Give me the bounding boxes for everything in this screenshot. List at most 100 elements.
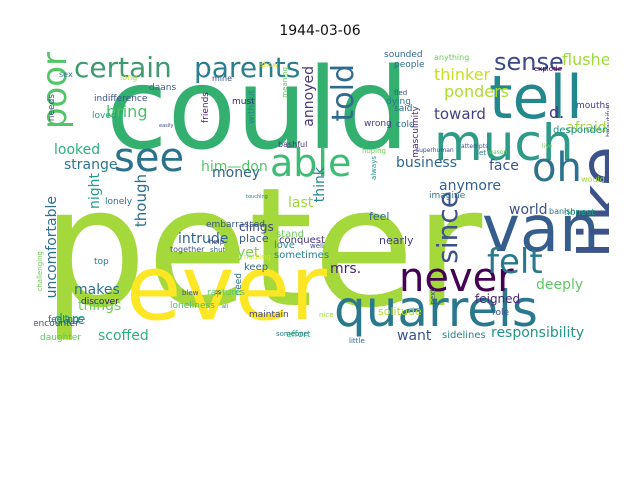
cloud-word-intrude: intrude xyxy=(178,231,229,247)
cloud-word-flushed: flushed xyxy=(562,50,609,69)
cloud-word-effort: effort xyxy=(286,330,311,340)
cloud-word-think: think xyxy=(312,167,328,203)
cloud-word-feelings: feelings xyxy=(48,315,84,325)
cloud-word-banish: banish xyxy=(549,207,576,216)
cloud-word-fled: fled xyxy=(394,89,408,97)
cloud-word-role: role xyxy=(492,308,510,318)
cloud-word-toward: toward xyxy=(434,105,486,123)
cloud-word-keep: keep xyxy=(244,262,269,273)
cloud-word-honest: honest xyxy=(564,208,595,218)
cloud-word-superhuman: superhuman xyxy=(416,147,454,154)
cloud-word-friends: friends xyxy=(201,92,211,124)
cloud-word-sounded: sounded xyxy=(384,50,423,60)
cloud-word-encounter: encounter xyxy=(34,319,79,329)
cloud-word-clings: clings xyxy=(239,220,274,234)
cloud-word-much: much xyxy=(434,114,574,172)
cloud-word-said: said xyxy=(394,104,413,114)
cloud-word-must: must xyxy=(232,97,255,107)
cloud-word-able: able xyxy=(270,141,352,185)
cloud-word-sense: sense xyxy=(494,48,564,76)
cloud-word-without: without xyxy=(247,90,257,124)
cloud-word-strange: strange xyxy=(64,157,118,173)
cloud-word-told: told xyxy=(326,64,361,122)
cloud-word-help: help xyxy=(209,238,225,246)
cloud-word-anything: anything xyxy=(434,53,470,62)
cloud-word-let: let xyxy=(477,149,486,157)
cloud-word-top: top xyxy=(94,257,109,267)
cloud-word-feigned: feigned xyxy=(475,292,521,306)
cloud-word-tell: tell xyxy=(489,63,583,133)
cloud-word-meaning: meaning xyxy=(281,67,289,98)
cloud-word-nice: nice xyxy=(319,311,334,319)
cloud-word-imagine: imagine xyxy=(429,191,466,201)
cloud-word-reason: reason xyxy=(487,149,508,156)
cloud-word-discover: discover xyxy=(81,297,119,307)
cloud-word-things: things xyxy=(78,298,122,314)
cloud-word-want: want xyxy=(397,328,432,344)
cloud-word-dying: dying xyxy=(386,97,411,107)
cloud-word-makes: makes xyxy=(74,282,120,298)
cloud-word-world: world xyxy=(509,202,548,218)
cloud-word-anymore: anymore xyxy=(439,178,502,194)
cloud-word-parents: parents xyxy=(194,51,301,84)
chart-title: 1944-03-06 xyxy=(279,23,361,39)
cloud-word-always: always xyxy=(370,156,378,181)
word-cloud: peter could ever tell much quarrels van see able… xyxy=(34,46,609,348)
cloud-word-scoffed: scoffed xyxy=(98,328,149,344)
cloud-word-afraid: afraid xyxy=(566,120,607,136)
cloud-word-felt: felt xyxy=(487,242,543,282)
cloud-word-little: little xyxy=(349,337,365,345)
cloud-word-daans: daans xyxy=(149,83,177,93)
cloud-word-sidelines: sidelines xyxy=(442,330,486,341)
cloud-word-deeply: deeply xyxy=(536,277,584,293)
cloud-word-raptures: raptures xyxy=(207,288,245,298)
cloud-word-place: place xyxy=(239,232,269,245)
cloud-word-stand: stand xyxy=(276,229,304,240)
cloud-word-nearly: nearly xyxy=(379,234,414,247)
cloud-word-mouths: mouths xyxy=(576,101,609,111)
cloud-word-could: could xyxy=(106,46,410,175)
cloud-word-uncomfortable: uncomfortable xyxy=(44,196,60,299)
cloud-word-blew: blew xyxy=(182,289,199,297)
cloud-word-well: well xyxy=(310,242,324,250)
cloud-word-face: face xyxy=(489,158,519,174)
cloud-word-dare: dare xyxy=(54,312,86,328)
cloud-word-since: since xyxy=(431,191,464,264)
cloud-word-business: business xyxy=(396,155,458,171)
cloud-word-touching: touching xyxy=(246,194,268,200)
cloud-word-attempts: attempts xyxy=(461,143,489,150)
cloud-word-last: last xyxy=(288,195,314,211)
cloud-word-daughter: daughter xyxy=(40,333,82,343)
cloud-word-oh: oh xyxy=(532,145,582,191)
cloud-word-yet: yet xyxy=(237,245,260,261)
cloud-word-together: together xyxy=(170,245,205,254)
cloud-word-certain: certain xyxy=(74,51,172,84)
cloud-word-mrs: mrs. xyxy=(330,261,362,277)
cloud-word-challenging: challenging xyxy=(36,251,44,292)
cloud-word-needs: needs xyxy=(47,94,57,122)
cloud-word-conquest: conquest xyxy=(279,235,325,246)
cloud-word-people: people xyxy=(394,60,425,70)
cloud-word-thinker: thinker xyxy=(434,65,491,84)
cloud-word-sex: sex xyxy=(59,70,73,79)
cloud-word-never: never xyxy=(399,255,514,301)
cloud-word-love: love xyxy=(274,240,295,251)
cloud-word-feel: feel xyxy=(369,210,390,223)
cloud-word-despondent: despondent xyxy=(553,125,609,136)
cloud-word-maintain: maintain xyxy=(249,310,289,320)
cloud-word-next: next xyxy=(429,289,437,305)
cloud-word-all: all xyxy=(222,304,228,310)
cloud-word-see: see xyxy=(114,135,185,181)
cloud-word-would: would xyxy=(581,175,605,184)
cloud-word-someone: someone xyxy=(276,330,309,338)
cloud-word-bring: bring xyxy=(106,102,148,121)
cloud-word-loved: loved xyxy=(92,111,117,121)
cloud-word-lonely: lonely xyxy=(105,197,133,207)
cloud-word-bashful: bashful xyxy=(278,140,308,149)
cloud-word-money: money xyxy=(212,165,260,181)
cloud-word-loneliness: loneliness xyxy=(170,301,215,311)
cloud-word-ever: ever xyxy=(126,236,328,341)
cloud-word-though: though xyxy=(132,174,150,228)
cloud-word-ps: ps xyxy=(214,289,221,296)
cloud-word-sometimes: sometimes xyxy=(274,250,330,261)
